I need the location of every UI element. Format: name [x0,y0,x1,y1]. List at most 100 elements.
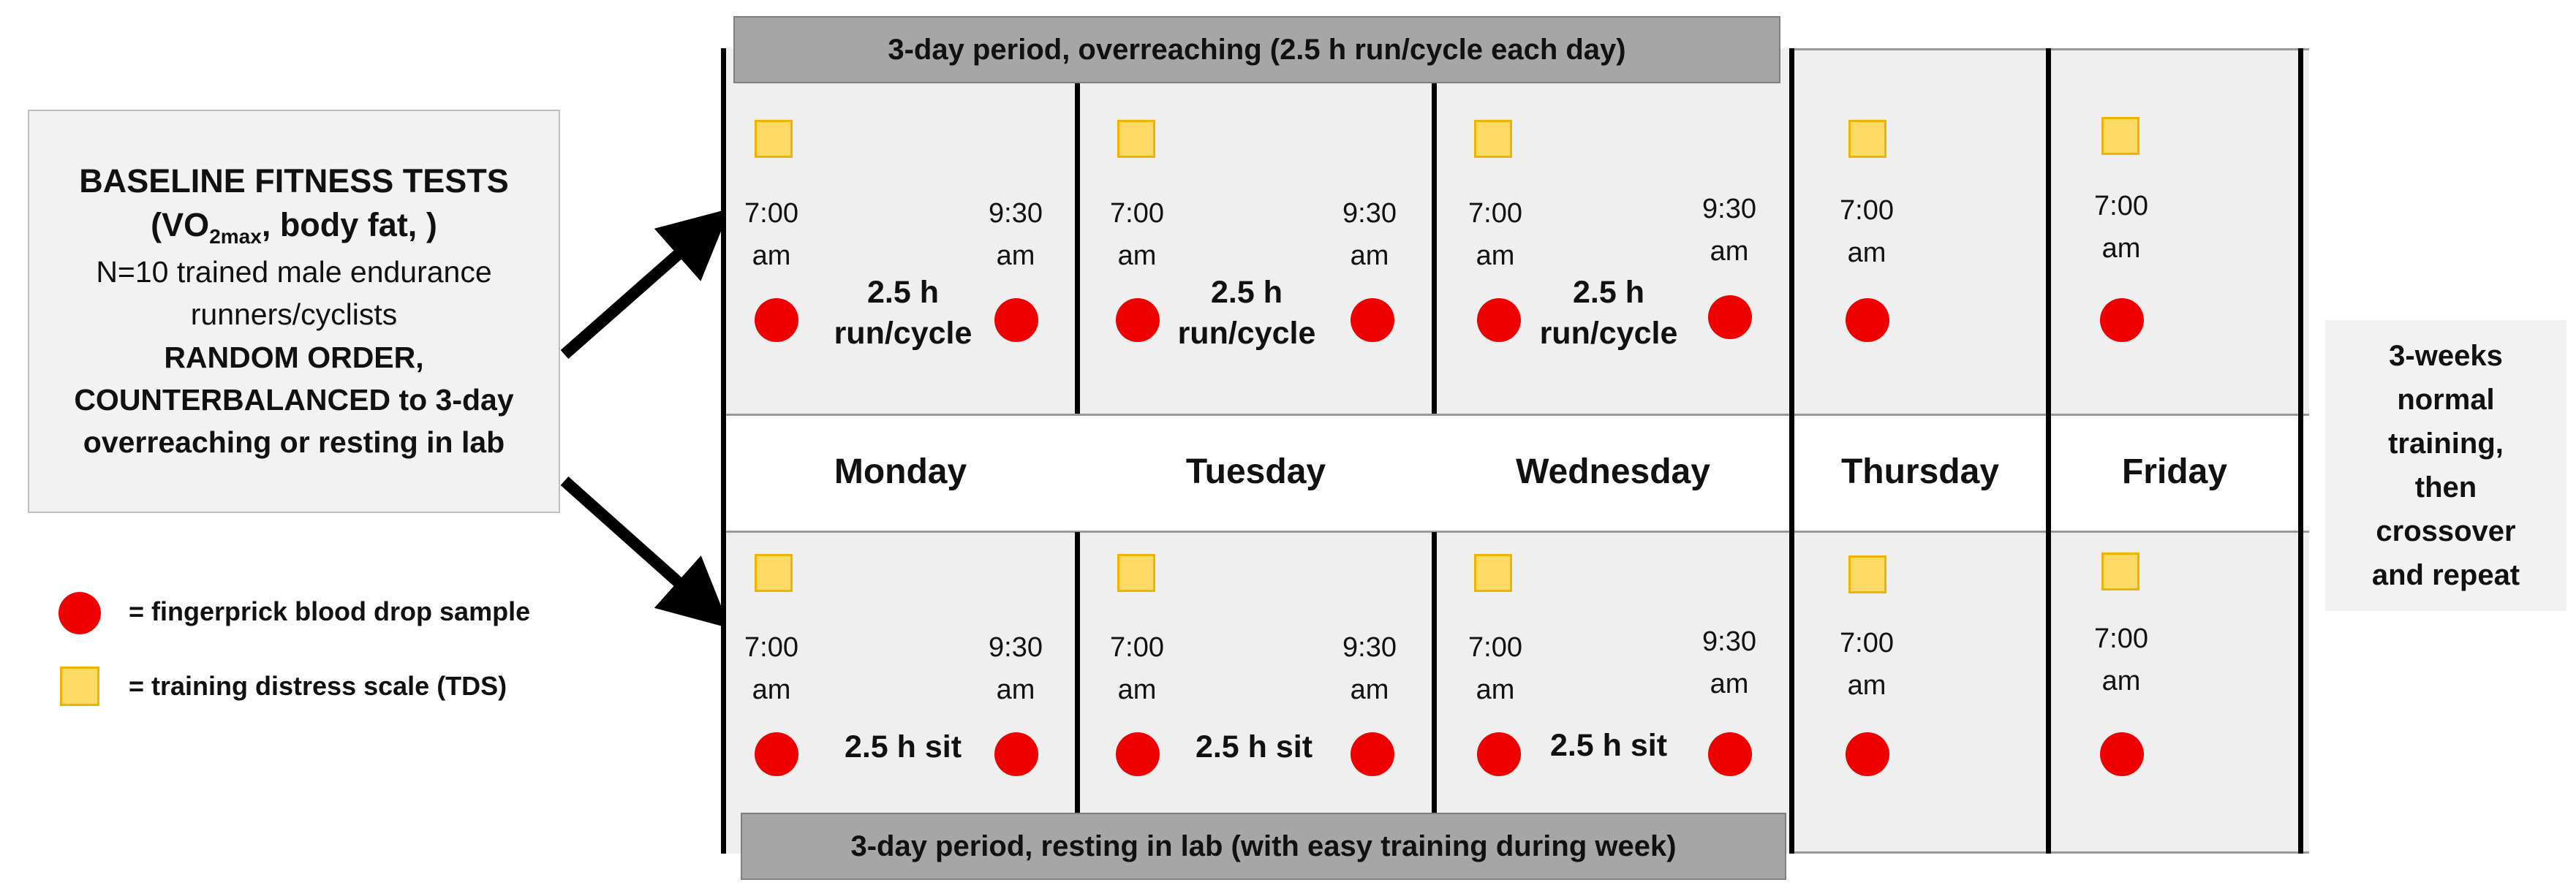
tds-square-icon [2101,553,2139,591]
column-divider [2298,48,2303,854]
tds-square-icon [755,120,793,158]
day-thursday: Thursday [1840,452,2000,491]
column-divider [1432,48,1437,414]
blood-sample-dot-icon [755,298,798,342]
tds-square-icon [1848,120,1886,158]
tds-square-icon [1474,554,1512,592]
legend-dot-icon [58,592,101,634]
time-end: 9:30 [1342,632,1397,663]
time-start: 7:00 [2094,623,2148,654]
baseline-tests-list: (VO2max, body fat, ) [151,206,437,248]
crossover-note-line: crossover [2376,515,2516,547]
time-ampm: am [752,675,791,705]
top-panel [722,48,2309,414]
time-end: 9:30 [989,632,1043,663]
tds-square-icon [1848,555,1886,593]
day-monday: Monday [834,452,967,491]
blood-sample-dot-icon [1351,732,1394,776]
crossover-note-line: 3-weeks [2389,340,2503,372]
blood-sample-dot-icon [1477,732,1521,776]
time-start: 7:00 [1468,632,1522,663]
bottom-panel [722,532,2309,854]
baseline-counterbalanced: COUNTERBALANCED to 3-day [74,382,514,417]
time-ampm: am [1710,236,1749,267]
time-ampm: am [996,675,1035,705]
blood-sample-dot-icon [1708,295,1752,339]
arrow-to-overreaching [560,208,730,360]
banner-overreaching: 3-day period, overreaching (2.5 h run/cy… [733,16,1780,83]
blood-sample-dot-icon [2100,732,2144,776]
time-ampm: am [1350,240,1389,271]
time-end: 9:30 [1342,198,1397,229]
blood-sample-dot-icon [994,298,1038,342]
time-ampm: am [1117,675,1157,705]
column-divider [2046,48,2051,854]
legend-dot-label: = fingerprick blood drop sample [129,596,531,626]
activity-sit: 2.5 h sit [1549,728,1668,763]
blood-sample-dot-icon [1116,298,1160,342]
tds-square-icon [1117,554,1155,592]
time-start: 7:00 [1110,632,1164,663]
time-start: 7:00 [1468,198,1522,229]
tds-square-icon [755,554,793,592]
crossover-note: 3-weeks normal training, then crossover … [2325,320,2566,611]
time-ampm: am [1476,240,1515,271]
time-start: 7:00 [2094,191,2148,221]
time-ampm: am [1476,675,1515,705]
time-start: 7:00 [1110,198,1164,229]
blood-sample-dot-icon [1477,298,1521,342]
time-end: 9:30 [1702,194,1756,224]
divider-top [722,414,2309,416]
time-start: 7:00 [1840,195,1894,226]
time-ampm: am [2101,666,2141,696]
legend-square-icon [60,667,99,706]
day-wednesday: Wednesday [1516,452,1710,491]
column-divider [721,48,726,854]
time-ampm: am [1350,675,1389,705]
baseline-condition: overreaching or resting in lab [83,425,505,460]
time-end: 9:30 [1702,626,1756,657]
baseline-order: RANDOM ORDER, [164,340,424,374]
activity-run-cycle: 2.5 h run/cycle [834,275,972,351]
tds-square-icon [1117,120,1155,158]
baseline-participants: N=10 trained male endurance [96,255,492,289]
crossover-note-line: normal [2397,384,2495,416]
day-band [722,414,2309,532]
blood-sample-dot-icon [1351,298,1394,342]
day-friday: Friday [2121,452,2228,491]
column-divider [1789,48,1794,854]
tds-square-icon [1474,120,1512,158]
banner-resting: 3-day period, resting in lab (with easy … [741,813,1786,880]
crossover-note-line: then [2414,471,2477,504]
blood-sample-dot-icon [1846,732,1889,776]
activity-run-cycle: 2.5 h run/cycle [1177,275,1316,351]
column-divider [1432,532,1437,854]
activity-sit: 2.5 h sit [844,729,962,764]
time-ampm: am [752,240,791,271]
arrows [560,208,730,629]
activity-sit: 2.5 h sit [1195,729,1313,764]
legend-square-label: = training distress scale (TDS) [129,671,507,701]
day-tuesday: Tuesday [1185,452,1326,491]
time-ampm: am [1117,240,1157,271]
baseline-participants-type: runners/cyclists [190,297,398,332]
time-end: 9:30 [989,198,1043,229]
activity-run-cycle: 2.5 h run/cycle [1539,275,1678,351]
time-ampm: am [1847,238,1886,268]
blood-sample-dot-icon [994,732,1038,776]
baseline-title: BASELINE FITNESS TESTS [79,162,509,200]
blood-sample-dot-icon [2100,298,2144,342]
time-start: 7:00 [744,198,798,229]
column-divider [1075,48,1080,414]
time-start: 7:00 [1840,628,1894,658]
time-start: 7:00 [744,632,798,663]
column-divider [1075,532,1080,854]
time-ampm: am [1710,669,1749,699]
time-ampm: am [1847,670,1886,701]
blood-sample-dot-icon [755,732,798,776]
crossover-note-line: training, [2388,428,2504,460]
blood-sample-dot-icon [1846,298,1889,342]
blood-sample-dot-icon [1708,732,1752,776]
time-ampm: am [996,240,1035,271]
blood-sample-dot-icon [1116,732,1160,776]
